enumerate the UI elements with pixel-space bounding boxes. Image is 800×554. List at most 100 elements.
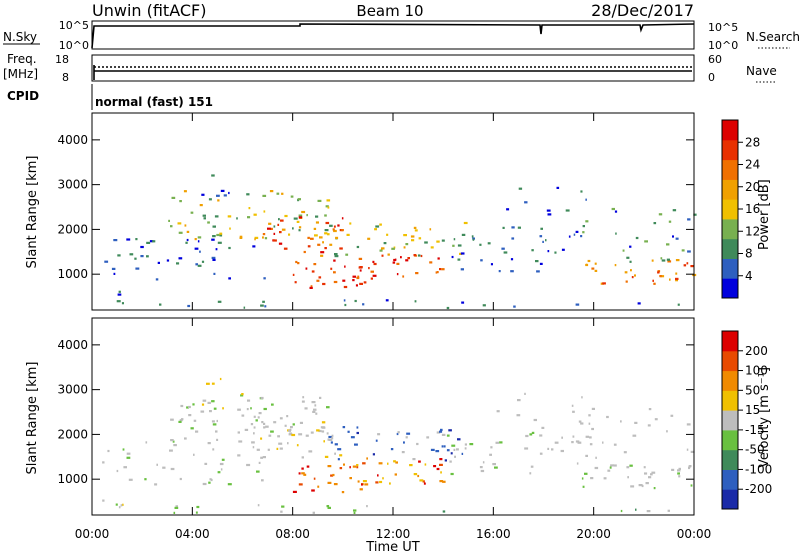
data-cell: [396, 262, 400, 265]
data-cell: [672, 209, 677, 212]
data-cell: [442, 480, 446, 483]
y-tick-label: 1000: [57, 472, 88, 486]
data-cell: [311, 270, 315, 273]
data-cell: [588, 414, 591, 417]
data-cell: [356, 426, 359, 429]
data-cell: [363, 281, 367, 284]
data-cell: [352, 465, 357, 468]
data-cell: [582, 231, 585, 234]
data-cell: [378, 462, 383, 465]
data-cell: [578, 420, 582, 423]
data-cell: [337, 448, 342, 451]
data-cell: [344, 303, 347, 307]
data-cell: [343, 299, 346, 302]
data-cell: [647, 424, 651, 427]
data-cell: [192, 403, 195, 406]
data-cell: [439, 463, 443, 466]
nave-tick-top: 60: [708, 53, 722, 66]
data-cell: [492, 463, 496, 466]
data-cell: [335, 236, 339, 239]
data-cell: [239, 235, 243, 238]
data-cell: [203, 217, 206, 220]
data-cell: [403, 441, 405, 444]
data-cell: [686, 262, 689, 265]
data-cell: [588, 422, 591, 425]
data-cell: [301, 472, 305, 475]
data-cell: [331, 434, 334, 437]
data-cell: [413, 254, 416, 257]
data-cell: [292, 423, 295, 426]
data-cell: [614, 210, 618, 213]
data-cell: [206, 382, 210, 385]
data-cell: [296, 220, 300, 223]
data-cell: [629, 260, 632, 263]
data-cell: [374, 228, 377, 231]
data-cell: [391, 247, 395, 250]
data-cell: [393, 460, 396, 463]
data-cell: [201, 193, 205, 196]
data-cell: [301, 456, 304, 459]
data-cell: [457, 438, 461, 441]
data-cell: [279, 417, 283, 420]
data-cell: [241, 414, 245, 417]
data-cell: [217, 471, 221, 474]
data-cell: [211, 382, 215, 385]
data-cell: [440, 428, 443, 431]
data-cell: [190, 211, 194, 214]
data-cell: [188, 405, 191, 409]
data-cell: [107, 449, 110, 453]
data-cell: [651, 471, 656, 474]
data-cell: [354, 299, 357, 303]
data-cell: [638, 484, 643, 487]
data-cell: [632, 434, 637, 437]
colorbar-swatch: [722, 278, 738, 299]
data-cell: [381, 254, 384, 257]
freq-tick-top: 18: [55, 53, 69, 66]
data-cell: [339, 247, 343, 250]
data-cell: [200, 410, 205, 413]
data-cell: [286, 415, 289, 418]
data-cell: [671, 468, 675, 471]
data-cell: [529, 433, 533, 436]
data-cell: [177, 222, 182, 225]
data-cell: [675, 279, 678, 282]
data-cell: [240, 394, 244, 397]
data-cell: [439, 480, 444, 483]
data-cell: [317, 485, 320, 488]
data-cell: [332, 228, 335, 231]
data-cell: [283, 247, 288, 250]
data-cell: [317, 199, 322, 202]
data-cell: [219, 232, 223, 235]
data-cell: [343, 285, 348, 289]
data-cell: [278, 218, 280, 221]
data-cell: [288, 429, 291, 432]
data-cell: [171, 196, 176, 199]
data-cell: [303, 250, 306, 254]
data-cell: [637, 302, 641, 305]
data-cell: [312, 511, 315, 514]
data-cell: [267, 227, 271, 230]
data-cell: [494, 466, 498, 469]
data-cell: [561, 248, 565, 251]
cpid-value: normal (fast) 151: [95, 95, 213, 109]
data-cell: [170, 225, 173, 228]
data-cell: [213, 407, 217, 410]
data-cell: [216, 233, 220, 237]
data-cell: [687, 218, 691, 221]
data-cell: [395, 461, 398, 464]
data-cell: [450, 472, 454, 476]
data-cell: [212, 258, 216, 261]
data-cell: [326, 199, 331, 202]
nsky-panel: [91, 20, 695, 50]
data-cell: [646, 510, 651, 513]
data-cell: [629, 464, 633, 467]
data-cell: [342, 279, 346, 282]
data-cell: [441, 239, 445, 242]
data-cell: [194, 238, 197, 241]
data-cell: [472, 238, 475, 241]
data-cell: [159, 303, 162, 306]
data-cell: [678, 475, 681, 478]
data-cell: [400, 256, 402, 259]
data-cell: [327, 233, 330, 236]
data-cell: [253, 415, 256, 418]
